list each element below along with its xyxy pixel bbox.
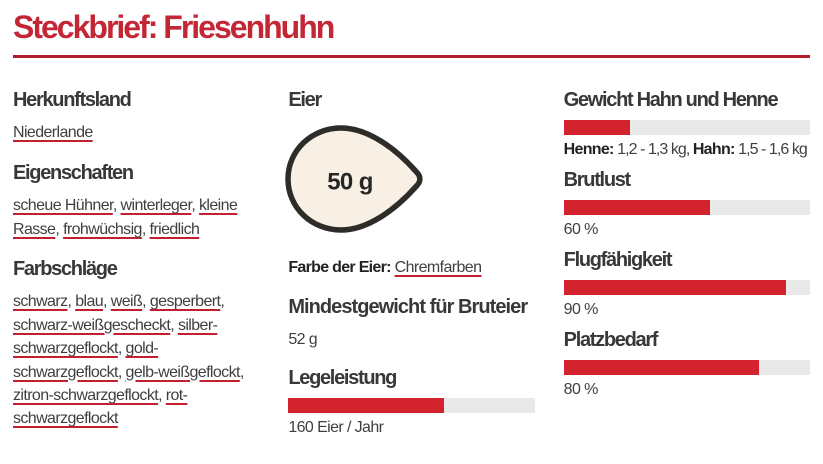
svg-text:50 g: 50 g bbox=[328, 169, 374, 196]
